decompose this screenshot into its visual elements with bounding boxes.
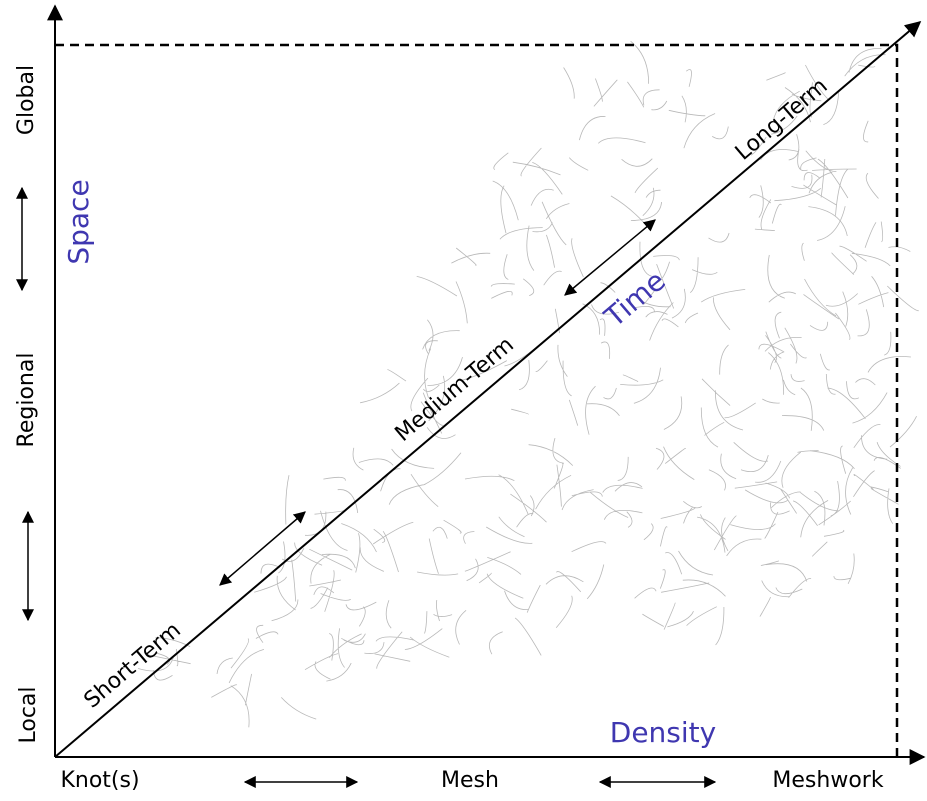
time-label: Long-Term <box>731 74 833 166</box>
space-label: Regional <box>14 353 39 448</box>
space-label: Global <box>14 65 39 135</box>
space-title: Space <box>62 179 95 264</box>
time-label: Medium-Term <box>391 332 519 446</box>
density-label: Knot(s) <box>60 768 139 793</box>
mesh-strands <box>137 40 919 728</box>
time-axis <box>54 20 922 758</box>
bound-line <box>55 43 899 757</box>
time-label: Short-Term <box>80 618 186 714</box>
space-label: Local <box>16 686 41 743</box>
arrow <box>219 511 306 586</box>
mesh-texture <box>137 40 919 728</box>
density-label: Mesh <box>441 768 499 793</box>
density-label: Meshwork <box>772 768 883 793</box>
density-title: Density <box>610 716 716 749</box>
arrow <box>564 219 656 296</box>
